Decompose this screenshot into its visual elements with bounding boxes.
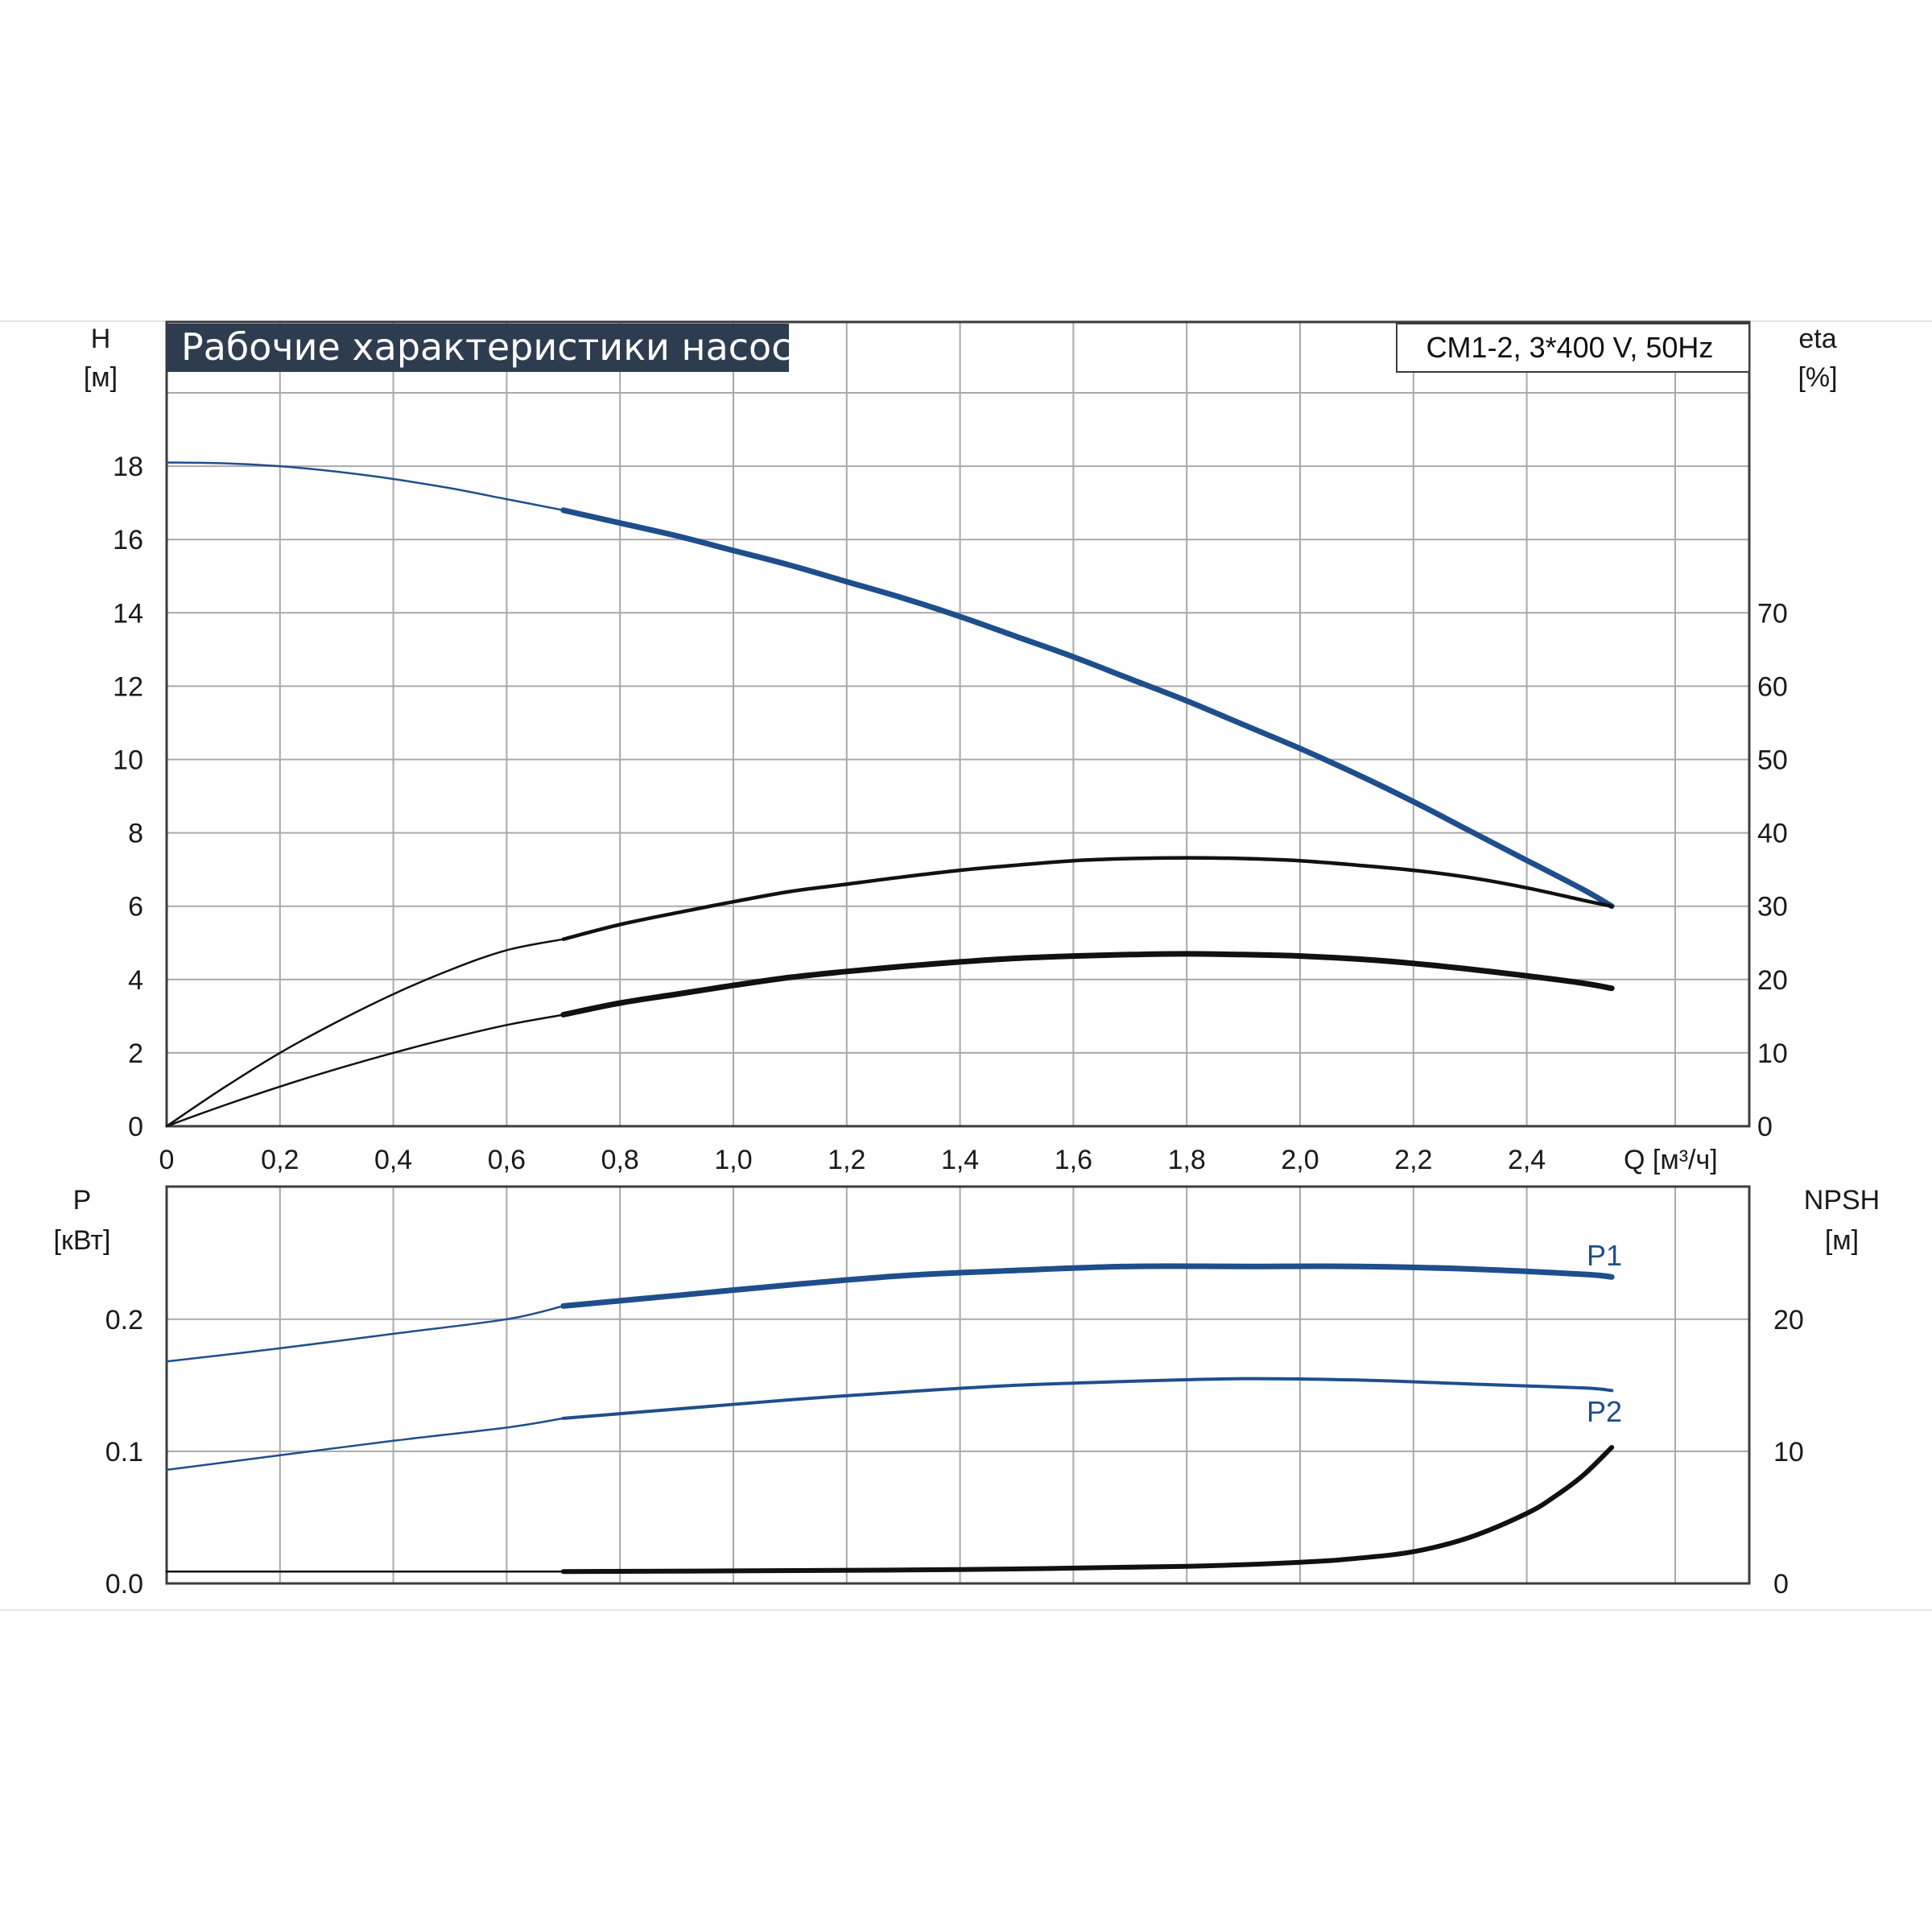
x-tick-label: 0,2 [261, 1145, 299, 1175]
x-tick-label: 2,4 [1508, 1145, 1546, 1175]
x-tick-label: 1,0 [714, 1145, 752, 1175]
x-tick-label: 0,8 [601, 1145, 639, 1175]
x-tick-label: 0 [159, 1145, 175, 1175]
head-efficiency-curves [165, 461, 1615, 1128]
efficiency-tick-label: 70 [1757, 598, 1788, 629]
head-curve-bold [560, 507, 1615, 910]
efficiency-axis-unit: [%] [1798, 362, 1837, 393]
efficiency-tick-label: 20 [1757, 965, 1788, 996]
power-axis-unit: [кВт] [54, 1225, 111, 1256]
head-tick-label: 6 [128, 892, 143, 923]
power-axis-label: P [73, 1185, 92, 1216]
efficiency-tick-label: 30 [1757, 892, 1788, 923]
efficiency-tick-label: 60 [1757, 671, 1788, 702]
efficiency-tick-label: 10 [1757, 1038, 1788, 1069]
efficiency-curve-lower-thin [165, 1013, 565, 1128]
head-tick-label: 14 [113, 598, 143, 629]
npsh-axis-label: NPSH [1804, 1185, 1880, 1216]
efficiency-tick-label: 50 [1757, 745, 1788, 776]
power-tick-label: 0.1 [105, 1437, 143, 1468]
power-npsh-plot-frame [165, 1185, 1751, 1585]
x-tick-label: 1,8 [1168, 1145, 1206, 1175]
npsh-tick-label: 20 [1773, 1305, 1804, 1335]
head-efficiency-grid [167, 322, 1749, 1126]
head-axis-label: H [91, 324, 111, 354]
x-tick-label: 1,2 [828, 1145, 865, 1175]
x-tick-label: 1,4 [941, 1145, 979, 1175]
head-tick-label: 4 [128, 965, 143, 996]
head-tick-label: 10 [113, 745, 143, 776]
x-tick-label: 0,4 [374, 1145, 412, 1175]
head-axis-unit: [м] [84, 362, 118, 393]
efficiency-axis-label: eta [1798, 324, 1836, 354]
power-tick-label: 0.2 [105, 1305, 143, 1335]
efficiency-tick-label: 40 [1757, 819, 1788, 849]
model-box [1396, 323, 1750, 373]
head-tick-label: 16 [113, 525, 143, 555]
head-tick-label: 18 [113, 452, 143, 482]
p2-curve-bold [561, 1377, 1614, 1420]
p1-curve-bold [560, 1263, 1615, 1309]
head-tick-label: 8 [128, 819, 143, 849]
head-curve-thin [165, 461, 565, 512]
power-npsh-grid [167, 1187, 1749, 1583]
head-efficiency-plot-frame [165, 320, 1751, 1128]
efficiency-curve-upper-bold [561, 856, 1614, 941]
npsh-tick-label: 0 [1773, 1569, 1789, 1600]
chart-title: Рабочие характеристики насоса [181, 325, 815, 369]
series-label-p1: P1 [1587, 1239, 1622, 1272]
axis-tick-labels: 0 0,2 0,4 0,6 0,8 1,0 1,2 1,4 1,6 1,8 2,0 2,2 2,4 0 2 4… [105, 452, 1804, 1600]
model-label: CM1-2, 3*400 V, 50Hz [1426, 331, 1714, 364]
flow-axis-label: Q [м³/ч] [1624, 1145, 1718, 1175]
head-tick-label: 2 [128, 1038, 143, 1069]
power-npsh-curves [165, 1263, 1615, 1575]
x-tick-label: 2,0 [1281, 1145, 1319, 1175]
head-tick-label: 12 [113, 671, 143, 702]
npsh-tick-label: 10 [1773, 1437, 1804, 1468]
x-tick-label: 2,2 [1394, 1145, 1432, 1175]
npsh-axis-unit: [м] [1825, 1225, 1859, 1256]
series-label-p2: P2 [1587, 1395, 1622, 1428]
head-tick-label: 0 [128, 1112, 143, 1142]
p1-curve-thin [165, 1305, 565, 1363]
efficiency-curve-upper-thin [165, 938, 565, 1128]
power-tick-label: 0.0 [105, 1569, 143, 1600]
chart-title-box [167, 324, 789, 372]
x-tick-label: 0,6 [488, 1145, 526, 1175]
p2-curve-thin [165, 1417, 565, 1472]
efficiency-curve-lower-bold [560, 951, 1615, 1018]
npsh-curve-bold [560, 1445, 1615, 1575]
x-tick-label: 1,6 [1055, 1145, 1092, 1175]
efficiency-tick-label: 0 [1757, 1112, 1773, 1142]
